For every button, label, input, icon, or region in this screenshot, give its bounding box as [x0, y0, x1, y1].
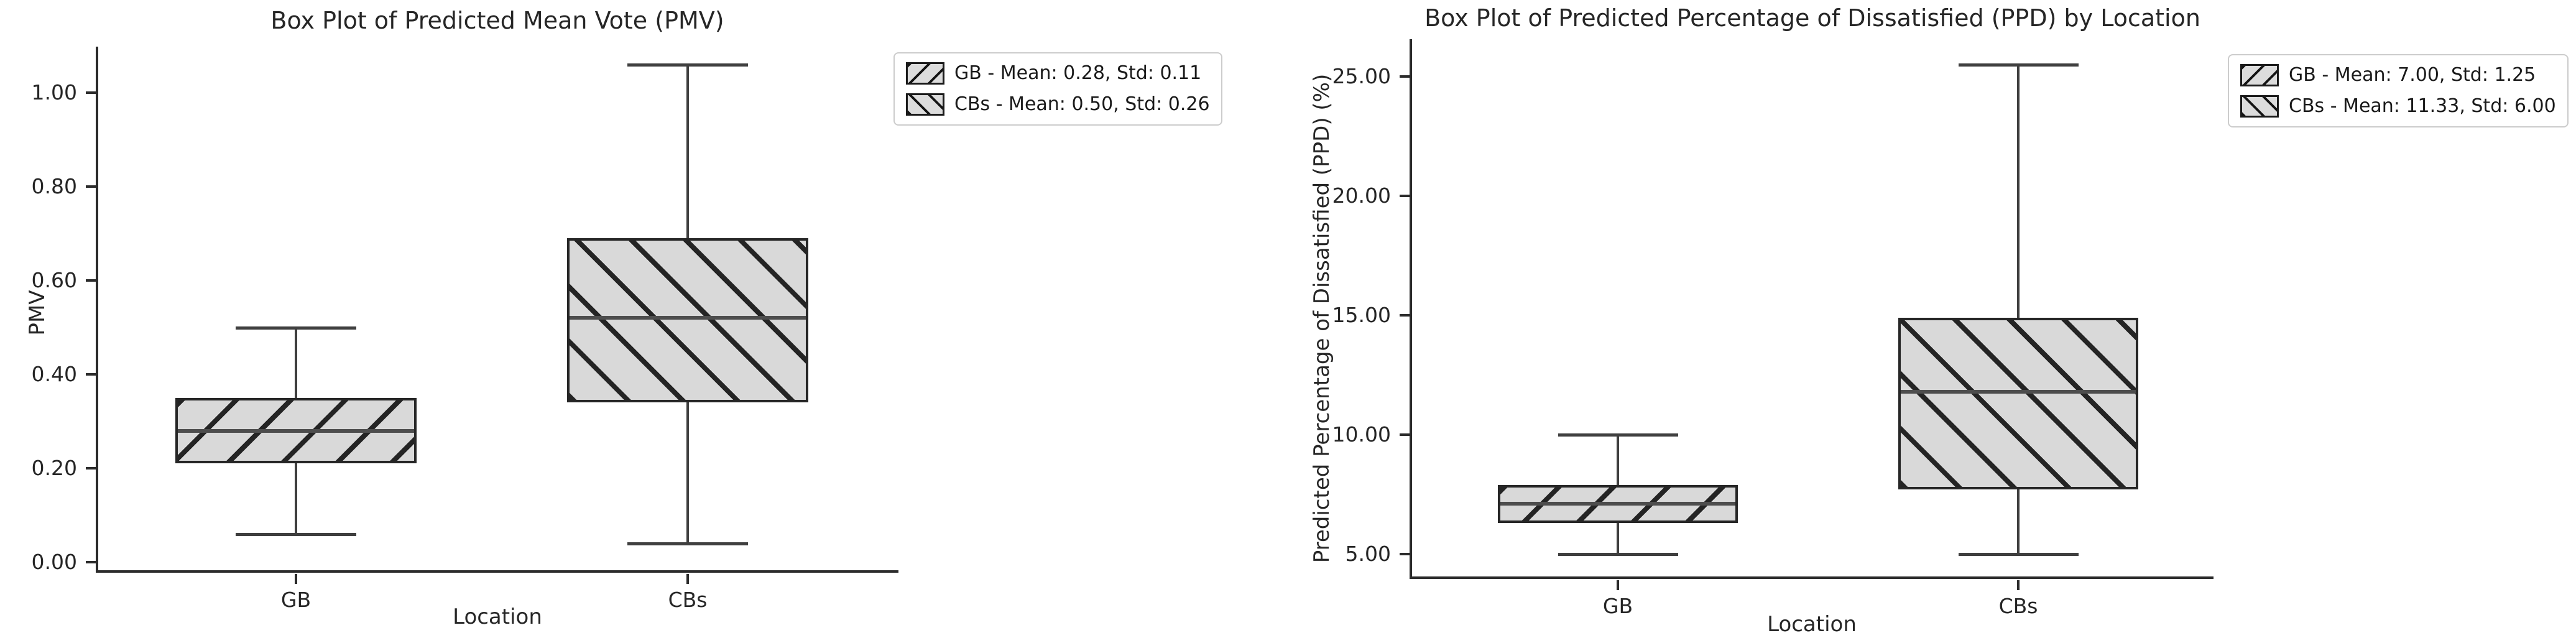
ppd-chart-title: Box Plot of Predicted Percentage of Diss…	[1424, 4, 2200, 32]
cbs-hatch-swatch-icon	[906, 93, 944, 116]
whisker-cap-bottom	[1958, 553, 2079, 556]
x-tick-label: CBs	[668, 588, 708, 612]
pmv-legend: GB - Mean: 0.28, Std: 0.11 CBs - Mean: 0…	[893, 52, 1222, 126]
y-tick-label: 0.40	[31, 362, 77, 386]
median-line	[1901, 389, 2136, 394]
ppd-legend-label-cbs: CBs - Mean: 11.33, Std: 6.00	[2289, 95, 2556, 117]
y-tick-mark	[86, 373, 96, 376]
y-tick-label: 0.00	[31, 550, 77, 574]
whisker-cap-top	[236, 326, 356, 330]
y-tick-label: 1.00	[31, 80, 77, 104]
whisker-cap-top	[627, 63, 748, 67]
ppd-legend-label-gb: GB - Mean: 7.00, Std: 1.25	[2289, 64, 2536, 86]
y-tick-label: 0.60	[31, 268, 77, 292]
y-tick-mark	[1400, 314, 1410, 317]
y-tick-mark	[86, 467, 96, 470]
y-tick-mark	[86, 561, 96, 563]
x-tick-mark	[295, 574, 297, 584]
y-tick-mark	[86, 279, 96, 282]
x-tick-mark	[1617, 580, 1619, 590]
y-tick-label: 20.00	[1332, 183, 1391, 208]
median-line	[178, 428, 414, 433]
pmv-x-axis-label: Location	[453, 604, 542, 629]
median-line	[1500, 502, 1735, 506]
x-tick-label: GB	[1602, 594, 1633, 618]
whisker-cap-top	[1958, 63, 2079, 67]
ppd-legend-entry-cbs: CBs - Mean: 11.33, Std: 6.00	[2240, 94, 2556, 119]
whisker-line	[2017, 64, 2020, 554]
pmv-legend-label-gb: GB - Mean: 0.28, Std: 0.11	[954, 62, 1202, 84]
pmv-chart-title: Box Plot of Predicted Mean Vote (PMV)	[270, 7, 724, 34]
y-tick-mark	[1400, 553, 1410, 555]
gb-hatch-swatch-icon	[906, 62, 944, 85]
box-cbs	[567, 238, 808, 403]
pmv-legend-label-cbs: CBs - Mean: 0.50, Std: 0.26	[954, 93, 1210, 115]
x-tick-label: CBs	[1998, 594, 2038, 618]
x-tick-mark	[2017, 580, 2020, 590]
y-tick-mark	[86, 91, 96, 94]
y-tick-label: 0.20	[31, 456, 77, 480]
y-tick-label: 5.00	[1345, 542, 1391, 566]
y-tick-mark	[1400, 75, 1410, 78]
pmv-legend-entry-cbs: CBs - Mean: 0.50, Std: 0.26	[906, 92, 1210, 117]
pmv-legend-entry-gb: GB - Mean: 0.28, Std: 0.11	[906, 61, 1210, 86]
gb-hatch-swatch-icon	[2240, 64, 2279, 86]
x-tick-label: GB	[280, 588, 312, 612]
ppd-x-axis-label: Location	[1767, 612, 1857, 637]
whisker-cap-top	[1558, 433, 1678, 437]
box-cbs	[1898, 317, 2138, 490]
median-line	[570, 316, 806, 320]
y-tick-label: 25.00	[1332, 64, 1391, 88]
y-tick-mark	[1400, 433, 1410, 436]
y-tick-label: 15.00	[1332, 303, 1391, 327]
ppd-legend: GB - Mean: 7.00, Std: 1.25 CBs - Mean: 1…	[2228, 54, 2569, 127]
whisker-cap-bottom	[1558, 553, 1678, 556]
y-tick-label: 10.00	[1332, 422, 1391, 446]
y-tick-label: 0.80	[31, 174, 77, 198]
y-tick-mark	[1400, 195, 1410, 197]
y-tick-mark	[86, 185, 96, 188]
ppd-legend-entry-gb: GB - Mean: 7.00, Std: 1.25	[2240, 63, 2556, 88]
pmv-plot-area	[96, 47, 898, 573]
cbs-hatch-swatch-icon	[2240, 95, 2279, 118]
whisker-cap-bottom	[236, 532, 356, 536]
x-tick-mark	[686, 574, 689, 584]
ppd-plot-area	[1410, 39, 2214, 579]
whisker-cap-bottom	[627, 542, 748, 545]
